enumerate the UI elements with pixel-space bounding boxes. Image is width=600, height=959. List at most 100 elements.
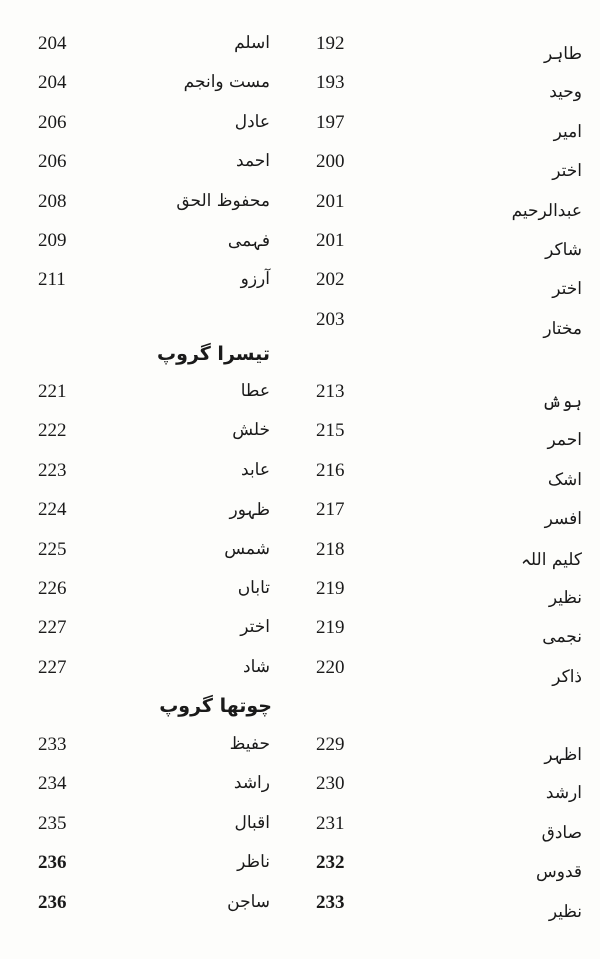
- index-row: 236 ساجن 233 نظیر: [0, 892, 600, 931]
- name: احمر: [547, 430, 582, 451]
- name: قدوس: [535, 862, 582, 883]
- page-number: 193: [316, 72, 345, 94]
- poet-name: حفیظ: [229, 734, 270, 754]
- poet-name: ساجن: [227, 891, 270, 912]
- index-row: 221 عطا 213 ہوش: [0, 381, 600, 420]
- page-number: 200: [316, 151, 345, 173]
- name: ارشد: [545, 783, 582, 804]
- page-number: 230: [316, 773, 345, 795]
- index-row: 206 عادل 197 امیر: [0, 112, 600, 151]
- poet-name: آرزو: [240, 269, 270, 290]
- poet-page-number: 211: [38, 269, 66, 291]
- index-row: 204 مست وانجم 193 وحید: [0, 72, 600, 111]
- index-row: 224 ظہور 217 افسر: [0, 499, 600, 538]
- poet-name: ظہور: [229, 500, 270, 521]
- poet-page-number: 233: [38, 734, 67, 755]
- name: وحید: [549, 82, 582, 103]
- poet-name: اقبال: [234, 812, 270, 833]
- page-number: 203: [316, 308, 345, 330]
- poet-name: عابد: [241, 459, 270, 480]
- index-row: 226 تاباں 219 نظیر: [0, 578, 600, 617]
- page-number: 219: [316, 617, 345, 639]
- poet-page-number: 225: [38, 538, 67, 560]
- index-row: 234 راشد 230 ارشد: [0, 773, 600, 812]
- poet-name: اسلم: [234, 33, 270, 53]
- index-row: 236 ناظر 232 قدوس: [0, 852, 600, 891]
- poet-page-number: 204: [38, 72, 67, 94]
- poet-page-number: 235: [38, 812, 67, 834]
- name: کلیم اللہ: [520, 549, 582, 570]
- poet-page-number: 226: [38, 578, 67, 599]
- page-number: 229: [316, 734, 345, 755]
- poet-name: ناظر: [237, 852, 270, 873]
- name: عبدالرحیم: [511, 200, 582, 221]
- name: اختر: [552, 161, 582, 182]
- index-row: 227 شاد 220 ذاکر: [0, 657, 600, 696]
- name: نظیر: [548, 901, 582, 922]
- index-row: 222 خلش 215 احمر: [0, 420, 600, 459]
- name: نظیر: [548, 588, 582, 608]
- index-row: 208 محفوظ الحق 201 عبدالرحیم: [0, 191, 600, 230]
- poet-page-number: 204: [38, 33, 67, 54]
- page-number: 233: [316, 891, 345, 913]
- name: شاکر: [545, 240, 582, 260]
- page-number: 231: [316, 812, 345, 834]
- poet-page-number: 227: [38, 656, 67, 678]
- page-number: 202: [316, 269, 345, 291]
- poet-name: تاباں: [237, 578, 270, 598]
- page-number: 220: [316, 656, 345, 678]
- name: مختار: [543, 318, 582, 339]
- poet-page-number: 206: [38, 151, 67, 173]
- poet-name: فہمی: [227, 231, 270, 251]
- poet-name: مست وانجم: [183, 72, 270, 93]
- poet-page-number: 234: [38, 773, 67, 795]
- page-number: 232: [316, 852, 345, 874]
- index-row: 204 اسلم 192 طاہر: [0, 33, 600, 72]
- poet-page-number: 236: [38, 852, 67, 874]
- poet-name: شاد: [243, 656, 270, 677]
- index-row: 225 شمس 218 کلیم اللہ: [0, 539, 600, 578]
- poet-page-number: 206: [38, 111, 67, 133]
- name: صادق: [541, 822, 582, 843]
- index-row: 211 آرزو 202 اختر: [0, 269, 600, 308]
- group-heading: تیسرا گروپ: [157, 343, 270, 365]
- poet-name: شمس: [224, 538, 270, 559]
- name: ذاکر: [552, 666, 582, 687]
- poet-name: خلش: [232, 420, 270, 441]
- poet-name: عادل: [234, 111, 270, 132]
- index-row: 233 حفیظ 229 اظہر: [0, 734, 600, 773]
- index-row: 203 مختار: [0, 309, 600, 348]
- name: اشک: [547, 469, 582, 490]
- poet-name: راشد: [233, 773, 270, 794]
- poet-name: اختر: [240, 617, 270, 638]
- page-number: 197: [316, 111, 345, 133]
- name: اختر: [552, 279, 582, 300]
- poet-name: عطا: [240, 381, 270, 401]
- poet-name: محفوظ الحق: [176, 190, 270, 211]
- poet-page-number: 224: [38, 499, 67, 521]
- page-number: 201: [316, 190, 345, 212]
- page-number: 219: [316, 578, 345, 599]
- poet-page-number: 227: [38, 617, 67, 639]
- name: امیر: [553, 121, 582, 142]
- index-row: 206 احمد 200 اختر: [0, 151, 600, 190]
- poet-page-number: 222: [38, 420, 67, 442]
- page-number: 216: [316, 459, 345, 481]
- poet-page-number: 236: [38, 891, 67, 913]
- poet-page-number: 223: [38, 459, 67, 481]
- poet-page-number: 221: [38, 381, 67, 402]
- index-row: 223 عابد 216 اشک: [0, 460, 600, 499]
- name: طاہر: [543, 44, 582, 64]
- poet-page-number: 209: [38, 230, 67, 251]
- name: نجمی: [542, 627, 582, 648]
- page-number: 201: [316, 230, 345, 251]
- index-row: 209 فہمی 201 شاکر: [0, 230, 600, 269]
- poet-page-number: 208: [38, 190, 67, 212]
- index-row: 227 اختر 219 نجمی: [0, 617, 600, 656]
- group-heading: چوتھا گروپ: [159, 695, 272, 717]
- page-number: 215: [316, 420, 345, 442]
- page-number: 213: [316, 381, 345, 402]
- poet-name: احمد: [236, 151, 270, 172]
- name: اظہر: [544, 745, 582, 765]
- name: ہوش: [542, 392, 582, 412]
